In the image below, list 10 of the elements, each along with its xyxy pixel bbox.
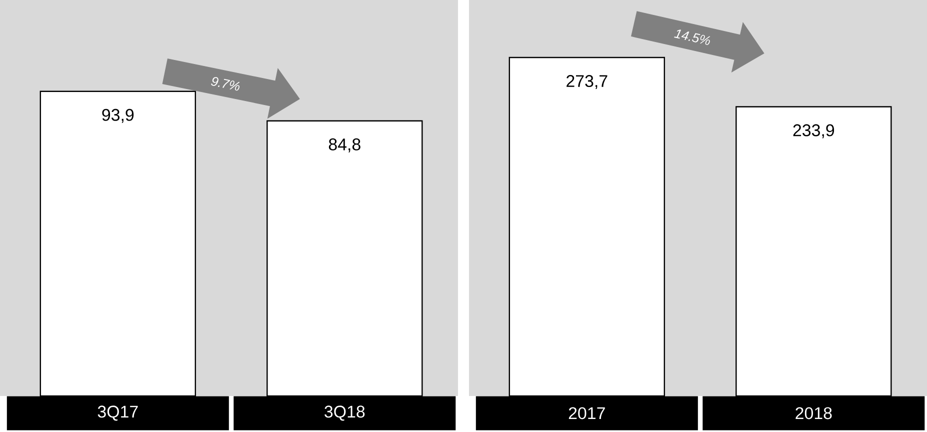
- text: 9.7%: [211, 77, 240, 91]
- data-label: 84,8: [328, 138, 360, 152]
- x-tick-label: 3Q18: [324, 406, 365, 421]
- x-tick-label: 3Q17: [98, 406, 138, 421]
- text: 14.5%: [674, 30, 710, 45]
- data-label: 93,9: [102, 108, 134, 123]
- x-tick-label: 2018: [796, 407, 832, 420]
- data-label: 273,7: [566, 75, 608, 90]
- data-label: 233,9: [793, 124, 834, 138]
- x-tick-label: 2017: [568, 407, 605, 420]
